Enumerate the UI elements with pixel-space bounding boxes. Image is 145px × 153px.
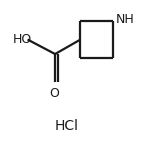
Text: HCl: HCl: [55, 119, 79, 133]
Text: HO: HO: [13, 33, 32, 46]
Text: O: O: [49, 87, 59, 100]
Text: NH: NH: [115, 13, 134, 26]
